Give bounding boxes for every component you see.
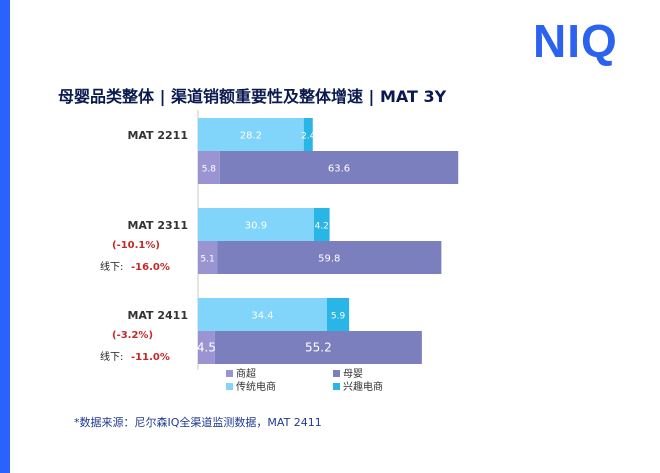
legend-swatch xyxy=(226,370,233,377)
legend-label: 商超 xyxy=(236,367,256,380)
bar-online-2 xyxy=(313,208,330,241)
bar-offline-2 xyxy=(217,241,442,274)
bar-value-label: 4.2 xyxy=(315,222,329,232)
legend-label: 母婴 xyxy=(343,368,363,380)
bar-value-label: 5.9 xyxy=(331,312,346,322)
bar-value-label: 63.6 xyxy=(328,164,350,175)
bar-online-2 xyxy=(327,298,350,331)
offline-growth-prefix: 线下: xyxy=(100,260,123,273)
bar-value-label: 30.9 xyxy=(245,221,267,232)
bar-offline-1 xyxy=(198,241,218,274)
bar-value-label: 59.8 xyxy=(318,254,340,265)
legend-swatch xyxy=(333,383,340,390)
offline-growth-prefix: 线下: xyxy=(100,350,123,363)
legend-label: 兴趣电商 xyxy=(343,380,383,393)
bar-value-label: 2.4 xyxy=(301,132,316,142)
left-accent-stripe xyxy=(0,0,10,473)
legend-swatch xyxy=(333,370,340,377)
overall-growth-label: (-10.1%) xyxy=(112,240,160,251)
overall-growth-label: (-3.2%) xyxy=(112,330,153,341)
bar-online-2 xyxy=(303,118,313,151)
bar-value-label: 5.1 xyxy=(200,255,214,265)
bar-offline-1 xyxy=(198,151,220,184)
legend-swatch xyxy=(226,383,233,390)
bar-value-label: 5.8 xyxy=(202,165,217,175)
offline-growth-label: -11.0% xyxy=(131,352,170,363)
bar-offline-1 xyxy=(198,331,215,364)
offline-growth-label: -16.0% xyxy=(131,262,170,273)
bar-value-label: 28.2 xyxy=(240,131,262,142)
niq-logo: NIQ xyxy=(533,15,618,67)
bar-value-label: 55.2 xyxy=(305,341,332,355)
category-label: MAT 2411 xyxy=(127,309,188,322)
bar-online-1 xyxy=(198,118,304,151)
chart-title: 母婴品类整体 | 渠道销额重要性及整体增速 | MAT 3Y xyxy=(58,87,447,106)
bar-offline-2 xyxy=(214,331,422,364)
data-source-footnote: *数据来源：尼尔森IQ全渠道监测数据，MAT 2411 xyxy=(74,416,322,429)
bar-online-1 xyxy=(198,298,327,331)
bar-value-label: 34.4 xyxy=(251,311,273,322)
bar-online-1 xyxy=(198,208,314,241)
bar-value-label: 4.5 xyxy=(197,341,216,355)
category-label: MAT 2311 xyxy=(127,219,188,232)
category-label: MAT 2211 xyxy=(127,129,188,142)
bar-offline-2 xyxy=(219,151,459,184)
legend-label: 传统电商 xyxy=(236,380,276,393)
